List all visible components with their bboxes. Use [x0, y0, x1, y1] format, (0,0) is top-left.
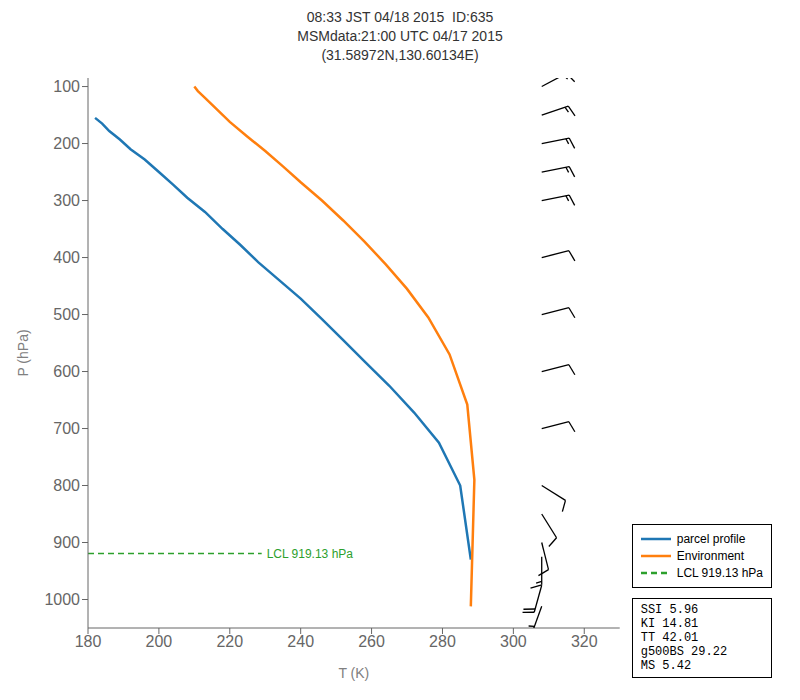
- html-text:MS 5.42: MS 5.42: [640, 659, 692, 673]
- svg-text:P (hPa): P (hPa): [15, 329, 31, 376]
- svg-text:T (K): T (K): [338, 665, 369, 681]
- svg-text:700: 700: [53, 420, 80, 437]
- svg-text:300: 300: [500, 633, 527, 650]
- html-text:TT 42.01: TT 42.01: [640, 631, 699, 645]
- svg-text:240: 240: [287, 633, 314, 650]
- html-text:KI 14.81: KI 14.81: [640, 617, 699, 631]
- html-text:parcel profile: parcel profile: [676, 532, 746, 546]
- svg-text:600: 600: [53, 363, 80, 380]
- svg-text:180: 180: [75, 633, 102, 650]
- svg-text:300: 300: [53, 192, 80, 209]
- svg-text:200: 200: [53, 135, 80, 152]
- svg-text:800: 800: [53, 477, 80, 494]
- html-text:MSMdata:21:00 UTC 04/17 2015: MSMdata:21:00 UTC 04/17 2015: [297, 28, 503, 44]
- svg-text:220: 220: [216, 633, 243, 650]
- svg-text:400: 400: [53, 249, 80, 266]
- html-text:08:33 JST 04/18 2015 ID:635: 08:33 JST 04/18 2015 ID:635: [306, 9, 494, 25]
- svg-text:280: 280: [429, 633, 456, 650]
- html-text:SSI 5.96: SSI 5.96: [640, 603, 699, 617]
- html-text:LCL 919.13 hPa: LCL 919.13 hPa: [676, 566, 763, 580]
- svg-text:200: 200: [146, 633, 173, 650]
- svg-text:320: 320: [571, 633, 598, 650]
- html-text:Environment: Environment: [676, 549, 745, 563]
- html-text:g500BS 29.22: g500BS 29.22: [640, 645, 728, 659]
- svg-text:1000: 1000: [44, 591, 80, 608]
- svg-text:900: 900: [53, 534, 80, 551]
- html-text:(31.58972N,130.60134E): (31.58972N,130.60134E): [321, 47, 479, 63]
- svg-text:500: 500: [53, 306, 80, 323]
- svg-text:100: 100: [53, 78, 80, 95]
- svg-text:LCL 919.13 hPa: LCL 919.13 hPa: [267, 547, 354, 561]
- svg-text:260: 260: [358, 633, 385, 650]
